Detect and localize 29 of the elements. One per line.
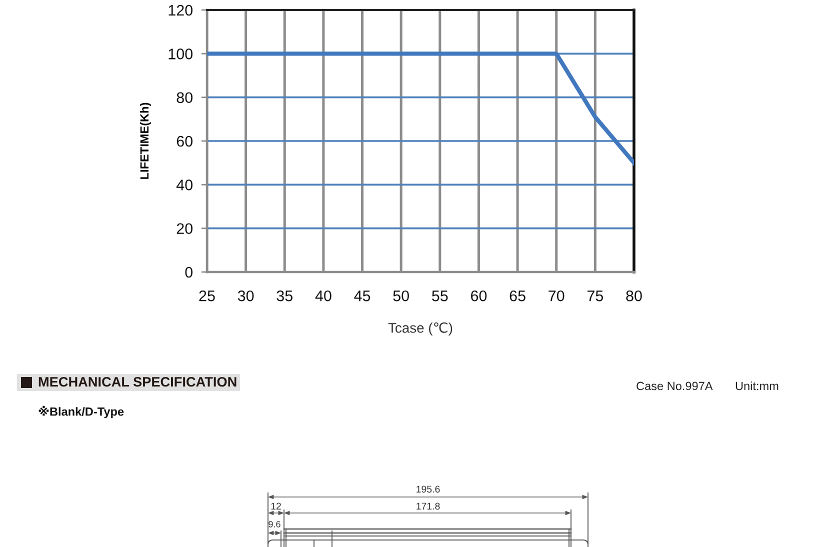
text: 171.8	[416, 502, 440, 510]
text: MECHANICAL SPECIFICATION	[38, 377, 236, 387]
x-tick-label: 70	[548, 290, 564, 302]
y-tick-label: 80	[176, 92, 193, 104]
y-tick-label: 0	[185, 266, 193, 278]
x-tick-label: 35	[276, 290, 292, 302]
text: Case No.997A	[636, 382, 713, 390]
y-tick-label: 20	[176, 223, 193, 234]
text: 195.6	[416, 486, 440, 493]
text: ※Blank/D-Type	[38, 406, 124, 418]
x-tick-label: 50	[393, 290, 409, 302]
y-tick-label: 60	[176, 136, 193, 147]
x-tick-label: 65	[510, 290, 526, 302]
x-tick-label: 30	[238, 290, 254, 302]
y-tick-label: 100	[168, 48, 193, 60]
y-tick-label: 40	[176, 180, 193, 190]
x-tick-label: 45	[354, 290, 370, 302]
x-tick-label: 40	[315, 290, 332, 302]
x-axis-title: Tcase (℃)	[388, 322, 452, 336]
y-axis-title: LIFETIME(Kh)	[140, 102, 151, 179]
x-tick-label: 60	[471, 290, 487, 302]
text: 12	[271, 502, 281, 510]
x-tick-label: 80	[626, 290, 642, 302]
y-tick-label: 120	[168, 4, 193, 16]
text: Unit:mm	[736, 381, 778, 390]
x-tick-label: 55	[432, 290, 448, 302]
x-tick-label: 75	[587, 290, 604, 302]
text: 9.6	[268, 521, 280, 528]
x-tick-label: 25	[199, 290, 215, 302]
